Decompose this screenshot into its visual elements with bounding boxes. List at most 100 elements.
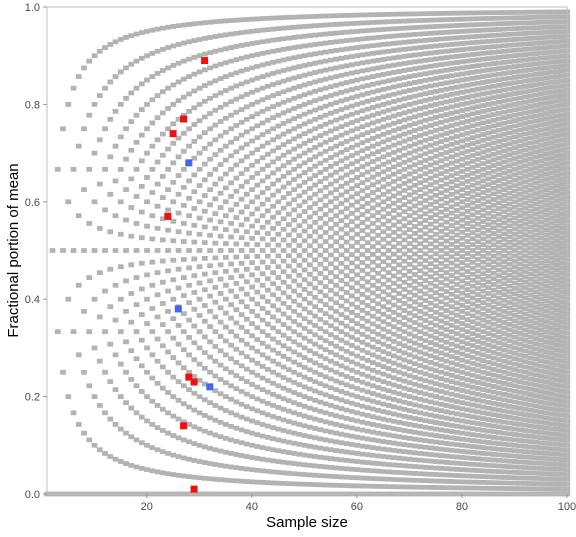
pattern-cell [280,311,287,317]
pattern-cell [343,21,350,27]
pattern-cell [543,420,550,426]
pattern-cell [501,403,508,408]
pattern-cell [196,166,203,172]
pattern-cell [475,274,481,280]
pattern-cell [343,399,350,405]
pattern-cell [233,333,240,339]
pattern-cell [307,424,313,430]
pattern-cell [375,377,382,383]
pattern-cell [511,10,518,15]
pattern-cell [296,441,303,447]
pattern-cell [222,380,229,386]
pattern-cell [380,102,387,107]
pattern-cell [317,206,324,212]
pattern-cell [107,266,114,272]
pattern-cell [338,158,345,164]
pattern-cell [301,452,308,458]
pattern-cell [254,182,261,188]
pattern-cell [543,405,550,411]
pattern-cell [485,33,492,39]
pattern-cell [485,79,492,84]
pattern-cell [538,168,544,174]
pattern-cell [427,261,434,267]
pattern-cell [312,32,318,38]
pattern-cell [349,12,355,18]
pattern-cell [401,223,408,229]
pattern-cell [480,242,487,248]
pattern-cell [138,260,145,266]
pattern-cell [328,429,334,435]
pattern-cell [249,308,255,314]
pattern-cell [527,41,534,47]
pattern-cell [370,337,376,342]
pattern-cell [490,270,497,276]
pattern-cell [511,448,518,454]
pattern-cell [333,265,340,271]
pattern-cell [506,404,513,409]
pattern-cell [333,395,340,401]
pattern-cell [391,200,397,206]
pattern-cell [532,419,539,424]
pattern-cell [406,352,413,358]
pattern-cell [427,123,434,128]
pattern-cell [201,177,208,183]
pattern-cell [254,230,261,236]
pattern-cell [522,31,529,36]
pattern-cell [501,253,508,259]
pattern-cell [448,310,455,316]
pattern-cell [538,368,544,374]
pattern-cell [406,449,413,455]
pattern-cell [333,169,340,175]
pattern-cell [349,359,355,365]
pattern-cell [553,357,560,363]
pattern-cell [406,289,413,295]
pattern-cell [427,373,434,378]
pattern-cell [370,367,376,373]
pattern-cell [427,478,434,484]
pattern-cell [243,466,250,472]
pattern-cell [280,396,287,402]
pattern-cell [406,331,413,337]
pattern-cell [364,358,371,363]
pattern-cell [91,248,98,253]
pattern-cell [417,444,424,450]
pattern-cell [454,47,460,53]
pattern-cell [322,248,329,253]
pattern-cell [543,166,550,172]
pattern-cell [475,227,481,233]
pattern-cell [343,458,350,463]
pattern-cell [469,188,476,194]
pattern-cell [249,199,255,205]
pattern-cell [443,485,450,491]
pattern-cell [417,329,424,335]
pattern-cell [228,126,234,132]
pattern-cell [522,470,529,476]
pattern-cell [364,271,371,277]
pattern-cell [485,142,492,147]
pattern-cell [338,235,345,241]
pattern-cell [469,360,476,366]
pattern-cell [301,257,308,263]
pattern-cell [343,474,350,480]
pattern-cell [448,316,455,322]
pattern-cell [511,74,518,80]
pattern-cell [454,405,460,411]
pattern-cell [538,107,544,112]
pattern-cell [81,126,87,132]
pattern-cell [527,344,534,350]
pattern-cell [469,319,476,325]
pattern-cell [464,82,471,88]
pattern-cell [285,294,292,300]
pattern-cell [207,111,213,116]
pattern-cell [501,270,508,276]
pattern-cell [522,253,529,259]
pattern-cell [401,251,408,257]
pattern-cell [438,216,445,221]
pattern-cell [448,67,455,72]
pattern-cell [144,53,150,59]
pattern-cell [238,107,245,112]
pattern-cell [527,276,534,282]
pattern-cell [527,355,534,361]
pattern-cell [506,141,513,147]
pattern-cell [270,37,276,43]
